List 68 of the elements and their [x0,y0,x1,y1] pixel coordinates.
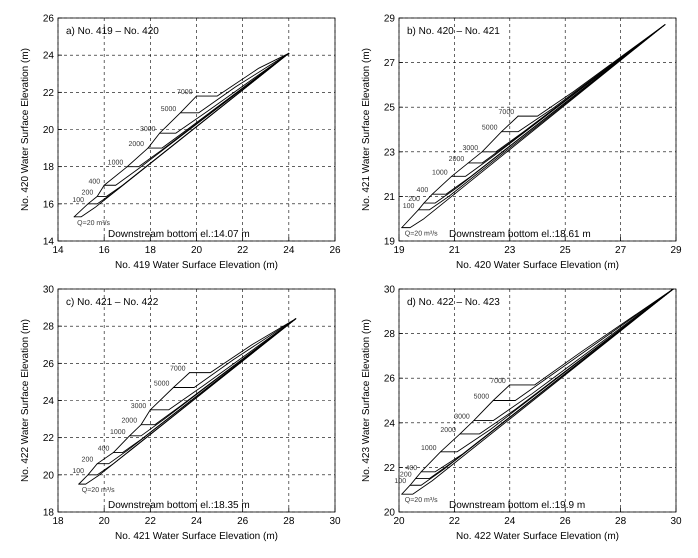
y-tick-label: 22 [42,88,54,99]
x-axis-title: No. 420 Water Surface Elevation (m) [456,260,620,271]
y-tick-label: 24 [42,396,54,407]
x-tick-label: 22 [144,516,156,527]
x-tick-label: 30 [329,516,341,527]
y-tick-label: 16 [42,199,54,210]
x-tick-label: 26 [329,245,341,256]
x-tick-label: 26 [237,516,249,527]
y-tick-label: 18 [42,508,54,518]
y-tick-label: 26 [42,358,54,370]
y-tick-label: 26 [42,14,54,24]
x-tick-label: 25 [560,245,572,256]
x-tick-label: 22 [237,245,249,256]
y-tick-label: 14 [42,236,54,248]
y-axis-title: No. 421 Water Surface Elevation (m) [361,48,372,212]
x-axis-title: No. 419 Water Surface Elevation (m) [114,260,278,271]
x-tick-label: 30 [670,516,682,527]
x-tick-label: 16 [98,245,110,256]
y-tick-label: 28 [384,329,396,340]
x-tick-label: 21 [448,245,460,256]
y-axis-title: No. 423 Water Surface Elevation (m) [361,318,372,482]
y-tick-label: 25 [384,102,396,114]
x-tick-label: 28 [283,516,295,527]
x-axis-title: No. 422 Water Surface Elevation (m) [456,531,620,542]
y-tick-label: 20 [42,470,54,482]
y-tick-label: 29 [384,14,396,24]
text: b) No. 420 – No. 421 [407,26,500,37]
annotation: Downstream bottom el.:19.9 m [449,500,586,511]
y-tick-label: 22 [384,462,396,474]
x-tick-label: 26 [560,516,572,527]
annotation: Downstream bottom el.:14.07 m [108,229,250,240]
x-tick-label: 29 [670,245,682,256]
y-tick-label: 21 [384,192,396,203]
x-tick-label: 18 [52,516,64,527]
text: c) No. 421 – No. 422 [66,297,159,308]
y-tick-label: 26 [384,374,396,385]
x-tick-label: 24 [504,516,516,527]
x-tick-label: 19 [393,245,405,256]
y-tick-label: 30 [42,284,54,296]
y-tick-label: 19 [384,236,396,248]
x-tick-label: 20 [98,516,110,527]
x-tick-label: 20 [190,245,202,256]
text: a) No. 419 – No. 420 [66,26,160,37]
x-tick-label: 24 [190,516,202,527]
y-tick-label: 22 [42,433,54,444]
x-tick-label: 22 [448,516,460,527]
x-axis-title: No. 421 Water Surface Elevation (m) [114,531,278,542]
x-tick-label: 24 [283,245,295,256]
y-tick-label: 18 [42,162,54,174]
x-tick-label: 27 [615,245,627,256]
y-tick-label: 20 [42,125,54,136]
y-tick-label: 27 [384,58,396,70]
x-tick-label: 28 [615,516,627,527]
x-tick-label: 20 [393,516,405,527]
text: d) No. 422 – No. 423 [407,297,500,308]
x-tick-label: 14 [52,245,64,256]
y-tick-label: 30 [384,284,396,296]
y-tick-label: 24 [42,50,54,62]
y-tick-label: 28 [42,322,54,333]
x-tick-label: 23 [504,245,516,256]
annotation: Downstream bottom el.:18.35 m [108,500,250,511]
y-tick-label: 23 [384,147,396,158]
x-tick-label: 18 [144,245,156,256]
y-tick-label: 20 [384,508,396,518]
annotation: Downstream bottom el.:18.61 m [449,229,591,240]
y-axis-title: No. 422 Water Surface Elevation (m) [20,318,31,482]
y-axis-title: No. 420 Water Surface Elevation (m) [20,48,31,212]
y-tick-label: 24 [384,418,396,430]
